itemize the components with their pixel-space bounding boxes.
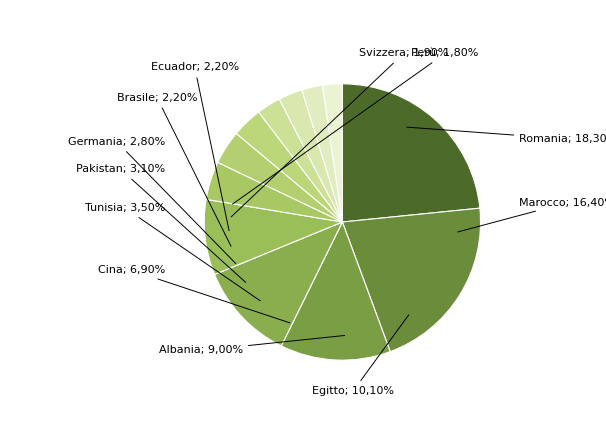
Wedge shape xyxy=(218,134,342,222)
Text: Perù; 1,80%: Perù; 1,80% xyxy=(233,48,479,204)
Text: Cina; 6,90%: Cina; 6,90% xyxy=(98,266,290,323)
Text: Brasile; 2,20%: Brasile; 2,20% xyxy=(117,93,231,246)
Text: Svizzera; 1,90%: Svizzera; 1,90% xyxy=(231,48,448,217)
Wedge shape xyxy=(204,199,342,274)
Text: Ecuador; 2,20%: Ecuador; 2,20% xyxy=(151,62,239,230)
Text: Egitto; 10,10%: Egitto; 10,10% xyxy=(313,315,409,396)
Wedge shape xyxy=(342,84,480,222)
Text: Marocco; 16,40%: Marocco; 16,40% xyxy=(458,198,606,232)
Wedge shape xyxy=(259,99,342,222)
Wedge shape xyxy=(206,163,342,222)
Text: Albania; 9,00%: Albania; 9,00% xyxy=(159,336,345,356)
Wedge shape xyxy=(342,208,481,352)
Wedge shape xyxy=(279,90,342,222)
Text: Romania; 18,30%: Romania; 18,30% xyxy=(407,127,606,144)
Wedge shape xyxy=(215,222,342,346)
Wedge shape xyxy=(322,84,342,222)
Wedge shape xyxy=(281,222,390,360)
Wedge shape xyxy=(302,85,342,222)
Text: Tunisia; 3,50%: Tunisia; 3,50% xyxy=(85,203,260,301)
Wedge shape xyxy=(236,112,342,222)
Text: Pakistan; 3,10%: Pakistan; 3,10% xyxy=(76,164,245,282)
Text: Germania; 2,80%: Germania; 2,80% xyxy=(68,137,236,264)
